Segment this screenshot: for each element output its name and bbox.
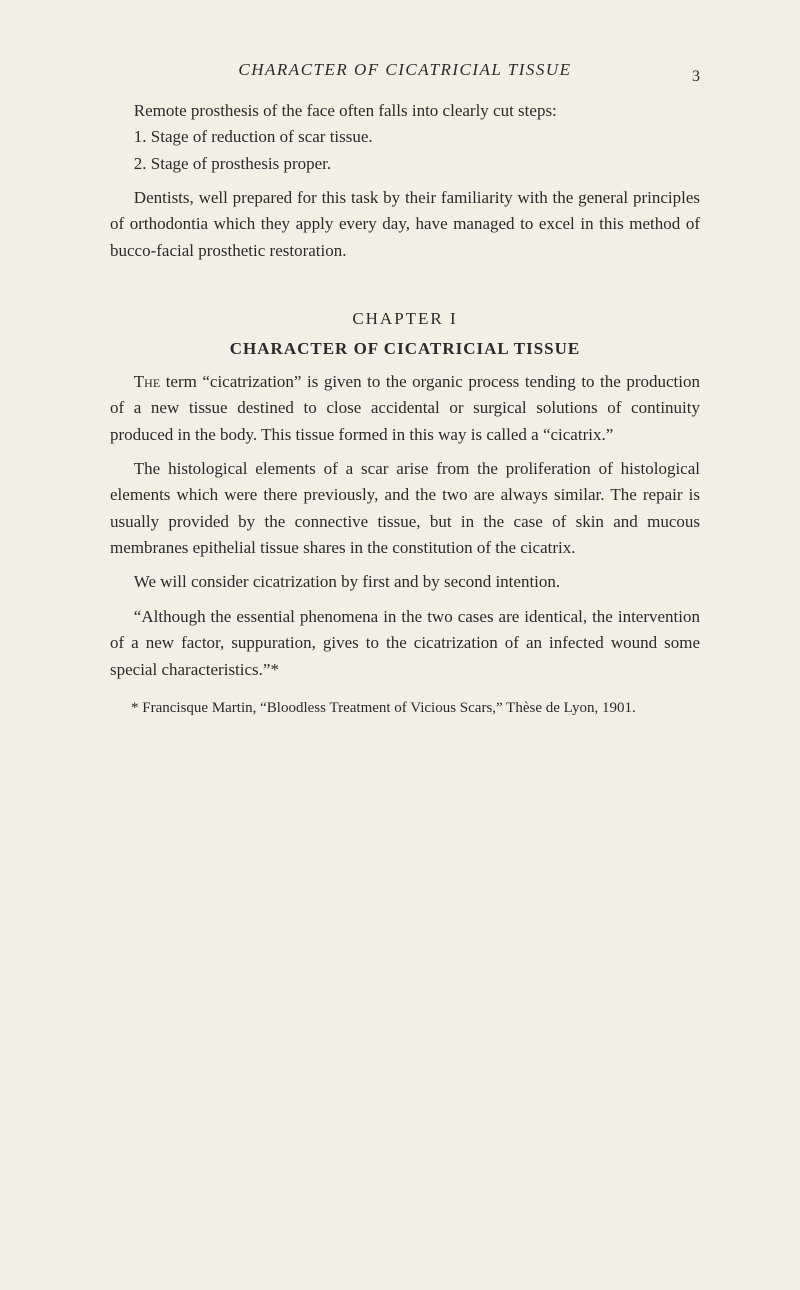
intro-list-item-2: 2. Stage of prosthesis proper. [110, 151, 700, 177]
body-paragraph-4: “Although the essential phenomena in the… [110, 604, 700, 683]
chapter-label: CHAPTER I [110, 309, 700, 329]
lead-word: The [134, 372, 160, 391]
running-head: CHARACTER OF CICATRICIAL TISSUE [110, 60, 700, 80]
intro-list-item-1: 1. Stage of reduction of scar tissue. [110, 124, 700, 150]
footnote: * Francisque Martin, “Bloodless Treatmen… [110, 697, 700, 720]
page-number: 3 [692, 68, 700, 86]
body-paragraph-1: The term “cicatrization” is given to the… [110, 369, 700, 448]
body-paragraph-2: The histological elements of a scar aris… [110, 456, 700, 561]
chapter-title: CHARACTER OF CICATRICIAL TISSUE [110, 339, 700, 359]
body-p1-rest: term “cicatrization” is given to the org… [110, 372, 700, 444]
intro-paragraph-1: Remote prosthesis of the face often fall… [110, 98, 700, 124]
body-paragraph-3: We will consider cicatrization by first … [110, 569, 700, 595]
intro-paragraph-2: Dentists, well prepared for this task by… [110, 185, 700, 264]
